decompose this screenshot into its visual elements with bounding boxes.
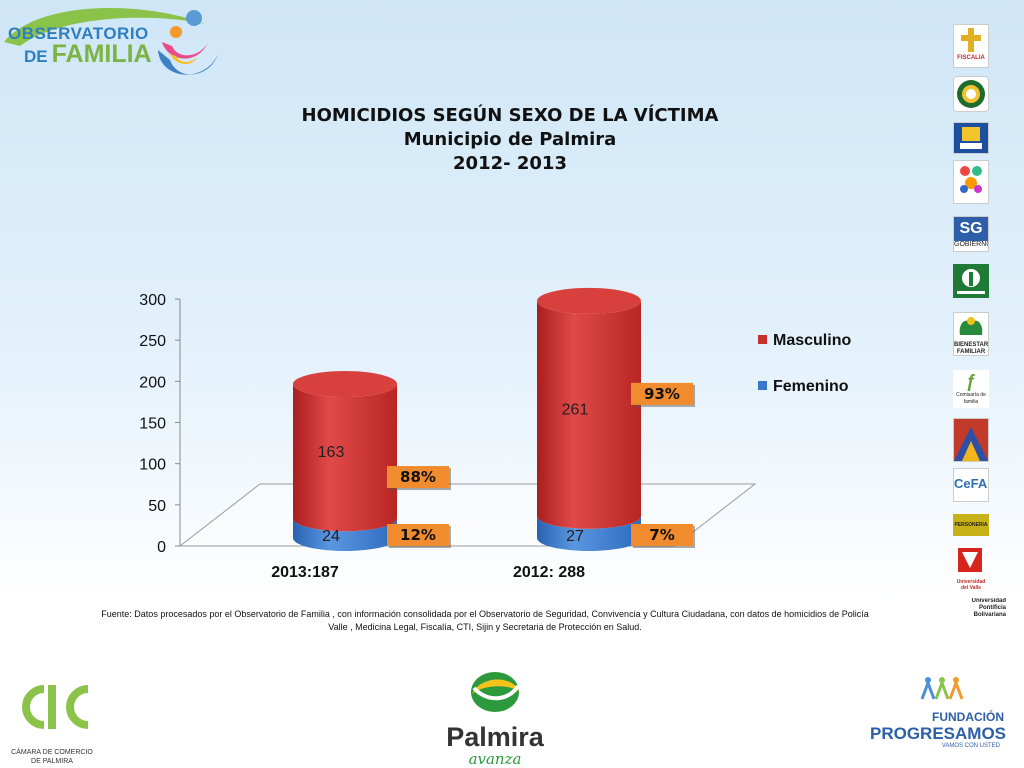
de-text: DE [24,47,48,66]
bienestar-familiar-logo: BIENESTAR FAMILIAR [953,312,989,356]
progresamos-line-1: FUNDACIÓN [932,710,1004,724]
percent-label-masculino-0: 88% [400,468,436,486]
univalle-label: Universidad del Valle [956,579,986,590]
medicina-legal-logo [953,122,989,154]
bienestar-hands-icon [959,317,983,335]
percent-box-femenino-1 [631,524,693,546]
value-label-femenino-0: 24 [322,528,340,545]
category-label-0: 2013:187 [271,564,339,581]
gobierno-label: GOBIERNO [954,241,989,248]
labels-layer: 24 163 88% 12% 2013:187 27 261 93% 7% 2012: 288 [271,382,695,581]
cefai-label: CeFAI [954,476,989,491]
palmira-title: Palmira [446,722,544,752]
casa-justicia-icon [954,419,988,461]
chart-title-block: HOMICIDIOS SEGÚN SEXO DE LA VÍCTIMA Muni… [240,104,780,176]
bars-layer [293,287,641,551]
legend-femenino-swatch [758,381,767,390]
chart-title: HOMICIDIOS SEGÚN SEXO DE LA VÍCTIMA [301,105,719,126]
fiscalia-cross-icon [954,25,988,55]
secretaria-logo [953,160,989,204]
legend-femenino: Femenino [758,378,849,396]
percent-label-masculino-1: 93% [644,385,680,403]
percent-box-masculino-0 [387,466,449,489]
bar-femenino-0 [293,518,397,551]
legend-masculino: Masculino [758,332,851,350]
progresamos-logo: FUNDACIÓN PROGRESAMOS VAMOS CON USTED [870,675,1010,755]
homicidios-chart: 0 50 100 150 200 250 300 24 163 88% 12% 2013:187 27… [139,287,757,581]
source-note: Fuente: Datos procesados por el Observat… [60,608,910,634]
palmira-subtitle: avanza [468,750,522,768]
value-label-masculino-1: 261 [562,401,589,418]
observatorio-swoosh-icon [4,7,218,75]
palmira-emblem-icon [471,672,520,712]
univalle-icon [958,548,982,572]
y-tick-label: 250 [139,333,166,350]
percent-label-femenino-0: 12% [400,526,436,544]
chart-subtitle: Municipio de Palmira [403,129,617,150]
category-label-1: 2012: 288 [513,564,585,581]
upb-logo: Universidad Pontificia Bolivariana [948,598,1006,626]
green-emblem-icon [957,269,985,294]
y-tick-label: 100 [139,457,166,474]
cic-icon [22,685,89,729]
y-tick-label: 0 [157,539,166,556]
percent-box-masculino-1 [631,382,693,405]
observatorio-familia-logo: OBSERVATORIO DE FAMILIA [0,2,230,86]
comisaria-familia-logo: ƒ Comisaría de familia [953,370,989,408]
observatorio-title: OBSERVATORIO [8,24,149,43]
chart-subtitle-years: 2012- 2013 [453,153,567,174]
y-tick-label: 50 [148,498,166,515]
fiscalia-logo: FISCALIA [953,24,989,68]
value-label-masculino-0: 163 [318,444,345,461]
sg-icon: SG [954,217,988,241]
camara-comercio-logo: CÁMARA DE COMERCIO DE PALMIRA [4,675,100,767]
source-line-2: Valle , Medicina Legal, Fiscalía, CTI, S… [328,622,642,632]
progresamos-people-icon [920,677,964,700]
bar-top-cap-1 [537,287,641,314]
progresamos-line-2: PROGRESAMOS [870,724,1007,743]
policia-logo [953,76,989,112]
y-tick-label: 200 [139,374,166,391]
bar-femenino-1 [537,515,641,551]
familia-title: DE FAMILIA [24,40,152,69]
camara-line-2: DE PALMIRA [31,758,73,765]
medicina-legal-icon [960,127,982,149]
fiscalia-label: FISCALIA [957,55,985,61]
gobierno-logo: SG GOBIERNO [953,216,989,252]
familia-text: FAMILIA [51,40,152,68]
bar-masculino-0 [293,384,397,532]
legend-masculino-label: Masculino [773,332,852,349]
personeria-logo: PERSONERIA [953,514,989,536]
bar-top-cap-0 [293,371,397,398]
bienestar-label: BIENESTAR FAMILIAR [954,342,989,355]
value-label-femenino-1: 27 [566,528,584,545]
upb-label: Universidad Pontificia Bolivariana [971,598,1006,618]
people-group-icon [960,166,982,193]
camara-line-1: CÁMARA DE COMERCIO [11,749,93,756]
axes-layer: 0 50 100 150 200 250 300 [139,292,757,556]
personeria-label: PERSONERIA [954,522,988,528]
bar-masculino-1 [537,300,641,529]
source-line-1: Fuente: Datos procesados por el Observat… [101,609,869,619]
y-tick-label: 300 [139,292,166,309]
legend-femenino-label: Femenino [773,378,849,395]
policia-shield-icon [957,80,985,108]
y-tick-label: 150 [139,416,166,433]
univalle-logo: Universidad del Valle [953,546,989,590]
cefai-logo: CeFAI [953,468,989,502]
comisaria-label: Comisaría de familia [956,392,986,405]
progresamos-line-3: VAMOS CON USTED [941,743,1000,749]
comisaria-icon: ƒ [965,371,976,391]
legend-masculino-swatch [758,335,767,344]
casa-justicia-logo [953,418,989,462]
green-logo [953,264,989,298]
palmira-avanza-logo: Palmira avanza [430,668,560,768]
percent-label-femenino-1: 7% [649,526,674,544]
percent-box-femenino-0 [387,524,449,546]
